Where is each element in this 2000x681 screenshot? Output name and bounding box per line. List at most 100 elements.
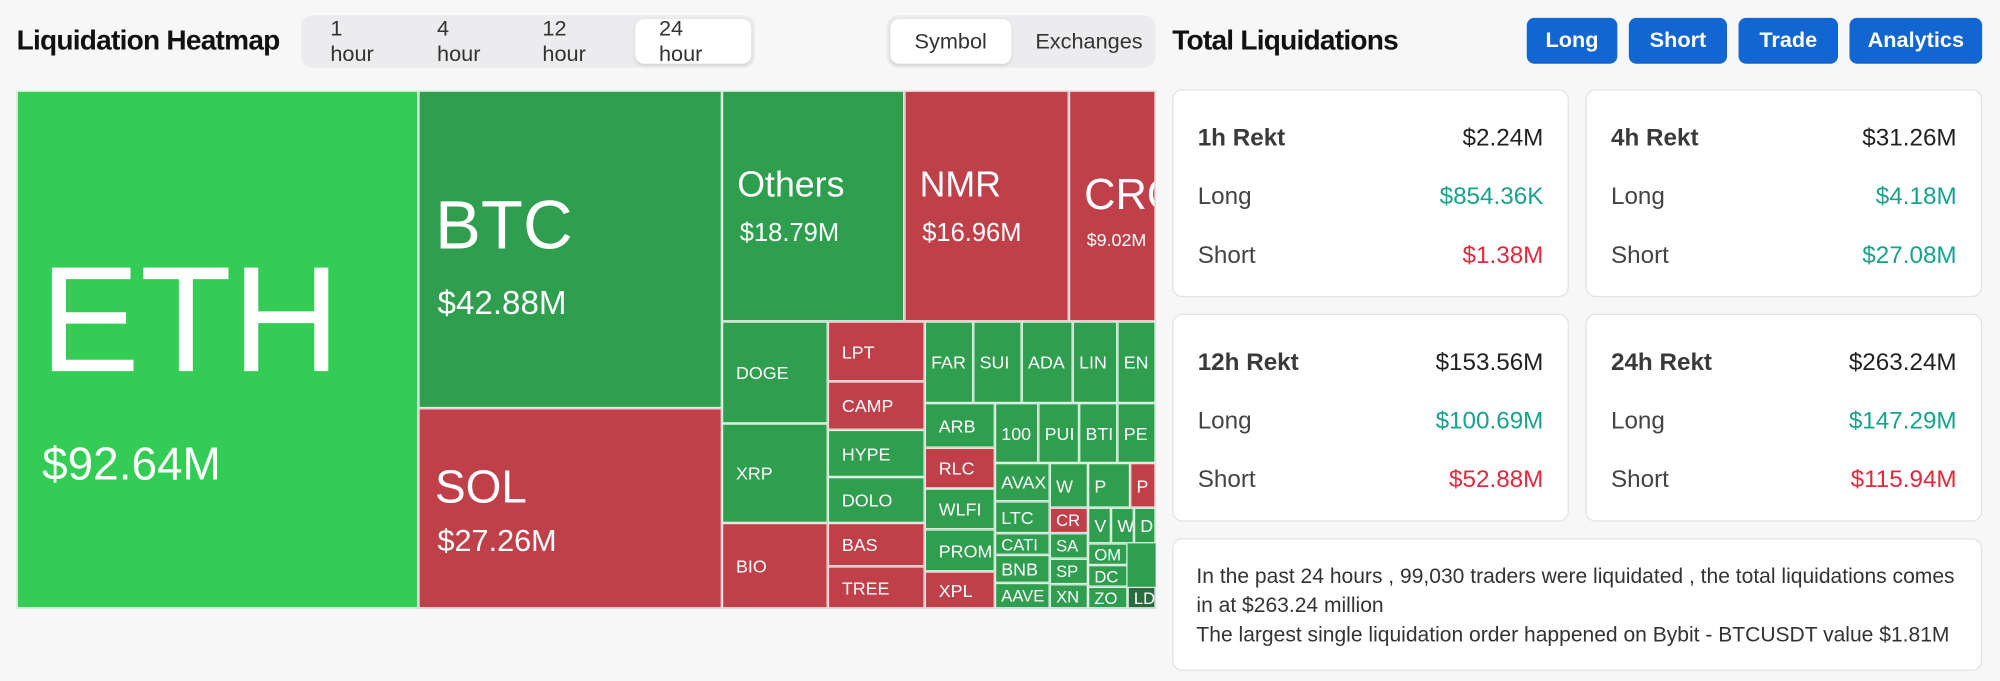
tile[interactable]: SP (1049, 558, 1089, 585)
tile[interactable]: SUI (973, 321, 1022, 404)
stat-card: 12h Rekt $153.56M Long $100.69M Short $52.88M (1172, 313, 1569, 522)
tile-symbol: SP (1056, 561, 1079, 581)
card-row: Long $147.29M (1611, 407, 1957, 438)
tile[interactable]: HYPE (827, 429, 925, 478)
tile[interactable]: W (1110, 507, 1134, 544)
tile[interactable]: FAR (924, 321, 974, 404)
card-total: $263.24M (1848, 349, 1957, 377)
tile[interactable]: BIO (721, 522, 828, 609)
tile[interactable]: W (1049, 463, 1089, 508)
tile[interactable]: LIN (1072, 321, 1118, 404)
tile[interactable]: CRO $9.02M (1068, 90, 1156, 322)
button[interactable]: Short (1628, 17, 1728, 64)
tile-symbol: CAMP (841, 395, 894, 416)
stat-card: 24h Rekt $263.24M Long $147.29M Short $115.94… (1585, 313, 1983, 522)
tile[interactable]: Others $18.79M (721, 90, 905, 322)
row-value: $52.88M (1449, 466, 1544, 494)
card-row: Long $4.18M (1611, 182, 1957, 213)
tile[interactable]: AAVE (994, 582, 1050, 609)
tile[interactable]: 100 (994, 403, 1039, 464)
tile[interactable]: BAS (827, 522, 925, 567)
tile[interactable]: XRP (721, 423, 828, 523)
tab-active[interactable]: Symbol (890, 19, 1012, 64)
row-value: $27.08M (1862, 242, 1957, 270)
tab[interactable]: 12 hour (542, 15, 586, 66)
tile[interactable]: BNB (994, 554, 1050, 583)
row-value: $1.38M (1462, 242, 1544, 270)
tile[interactable]: ETH $92.64M (16, 90, 419, 609)
tile[interactable]: CR (1049, 507, 1089, 534)
tile-symbol: BNB (1001, 558, 1039, 580)
tile[interactable]: DOLO (827, 477, 925, 523)
tile[interactable]: WLFI (924, 488, 995, 530)
tile-symbol: XPL (938, 579, 973, 601)
tile-symbol: ADA (1028, 352, 1065, 373)
tile[interactable]: SA (1049, 533, 1089, 559)
tile[interactable]: PE (1117, 403, 1156, 464)
tile[interactable]: LTC (994, 501, 1050, 534)
card-header: 24h Rekt $263.24M (1611, 348, 1957, 379)
tab[interactable]: Exchanges (1035, 28, 1143, 53)
tile[interactable]: BTI (1079, 403, 1118, 464)
button[interactable]: Analytics (1849, 17, 1983, 64)
tile-symbol: Others (737, 164, 845, 205)
card-title: 24h Rekt (1610, 349, 1712, 377)
tile[interactable]: AVAX (994, 463, 1050, 502)
tile-symbol: P (1094, 475, 1107, 496)
tile[interactable]: DC (1088, 565, 1128, 587)
tile[interactable]: ZO (1088, 586, 1128, 609)
row-value: $115.94M (1850, 466, 1957, 494)
tile-symbol: DC (1094, 566, 1119, 586)
tile[interactable]: D (1133, 507, 1156, 544)
tile[interactable]: XN (1049, 584, 1089, 609)
card-total: $2.24M (1462, 124, 1544, 152)
tile-symbol: CATI (1001, 534, 1038, 554)
card-row: Short $1.38M (1198, 241, 1544, 272)
tile[interactable]: XPL (924, 571, 995, 609)
tile[interactable]: P (1130, 463, 1156, 508)
tile[interactable]: PROMI (924, 529, 995, 572)
tile-symbol: TREE (841, 577, 890, 598)
button[interactable]: Long (1526, 17, 1618, 64)
tile[interactable]: P (1088, 463, 1131, 508)
tile-symbol: BTC (434, 187, 573, 265)
tab-active[interactable]: 24 hour (634, 16, 752, 66)
row-value: $854.36K (1439, 183, 1544, 211)
row-label: Long (1610, 183, 1665, 211)
tile[interactable]: RLC (924, 447, 995, 489)
tile[interactable]: ARB (924, 403, 995, 448)
row-value: $4.18M (1875, 183, 1957, 211)
card-header: 12h Rekt $153.56M (1198, 348, 1544, 379)
tile[interactable]: CATI (994, 533, 1050, 555)
card-row: Short $52.88M (1198, 466, 1544, 497)
heatmap-title: Liquidation Heatmap (16, 24, 281, 57)
tile[interactable]: TREE (827, 566, 925, 609)
tile[interactable]: DOGE (721, 321, 828, 424)
tile[interactable]: ADA (1021, 321, 1073, 404)
row-label: Short (1610, 466, 1669, 494)
tile[interactable]: CAMP (827, 381, 925, 430)
tile[interactable]: SOL $27.26M (418, 408, 722, 609)
button[interactable]: Trade (1738, 17, 1839, 64)
treemap: ETH $92.64M BTC $42.88M SOL $27.26M Others $18.… (16, 90, 1156, 609)
tab[interactable]: 1 hour (330, 15, 374, 66)
tile[interactable]: OM (1088, 543, 1128, 566)
card-total: $153.56M (1435, 349, 1544, 377)
tile[interactable]: NMR $16.96M (904, 90, 1069, 322)
tile[interactable]: V (1088, 507, 1111, 544)
card-row: Long $100.69M (1198, 407, 1544, 438)
tab[interactable]: 4 hour (437, 15, 481, 66)
tile[interactable]: LD (1127, 586, 1156, 609)
tile-symbol: SOL (434, 460, 527, 513)
tile-value: $9.02M (1086, 229, 1147, 250)
tile[interactable]: LPT (827, 321, 925, 382)
tile[interactable]: PUI (1038, 403, 1080, 464)
tile-symbol: NMR (919, 164, 1001, 205)
tile-symbol: PROMI (938, 540, 995, 561)
tile-symbol: FAR (931, 352, 966, 373)
tile[interactable]: EN (1117, 321, 1156, 404)
tile[interactable]: BTC $42.88M (418, 90, 722, 409)
row-value: $100.69M (1435, 408, 1544, 435)
